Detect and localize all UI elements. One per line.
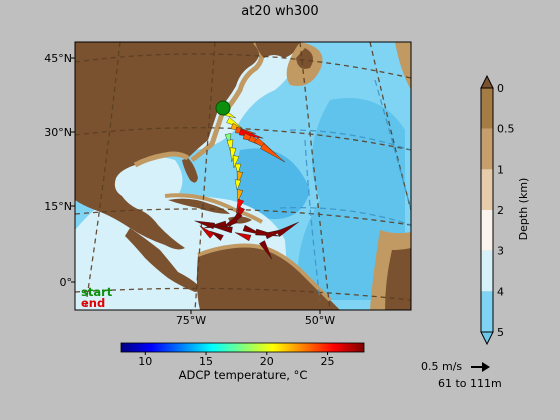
temperature-tick-label: 15 (199, 355, 213, 368)
depth-tick-label: 0 (497, 82, 504, 95)
south-america-land (196, 245, 340, 310)
temperature-colorbar: 10 15 20 25 ADCP temperature, °C (120, 342, 365, 382)
velocity-vector (259, 240, 273, 260)
start-marker (215, 100, 231, 116)
temperature-colorbar-bar (120, 342, 365, 353)
lon-axis: 75°W 50°W (176, 310, 335, 327)
depth-range-label: 61 to 111m (438, 377, 502, 390)
velocity-vector (259, 143, 286, 163)
depth-tick-label: 0.5 (497, 123, 515, 136)
scale-arrow (471, 362, 490, 372)
depth-tick-label: 2 (497, 204, 504, 217)
temperature-ticks: 10 15 20 25 (138, 352, 335, 368)
depth-colorbar-level (481, 291, 493, 332)
depth-colorbar-frame (480, 87, 494, 333)
lon-tick-label: 50°W (305, 314, 335, 327)
gulf-water (110, 156, 183, 204)
florida-land (182, 158, 198, 183)
velocity-vectors (194, 108, 299, 260)
lat-tick-label: 45°N (44, 52, 72, 65)
velocity-vector (234, 179, 242, 191)
depth-colorbar-level (481, 169, 493, 210)
depth-colorbar-extend-bottom (480, 331, 494, 346)
velocity-vector (276, 221, 299, 237)
depth-colorbar-level (481, 128, 493, 170)
north-america-land (75, 42, 260, 250)
depth-tick-label: 1 (497, 163, 504, 176)
map-area (75, 42, 411, 310)
page-title: at20 wh300 (241, 4, 319, 19)
temperature-tick-label: 10 (138, 355, 152, 368)
velocity-vector (236, 189, 244, 202)
depth-tick-label: 4 (497, 285, 504, 298)
legend-start: start (81, 285, 113, 299)
africa-core (385, 248, 411, 310)
depth-colorbar-label: Depth (km) (517, 178, 530, 241)
temperature-tick-label: 25 (321, 355, 335, 368)
velocity-vector (232, 155, 240, 168)
shelf-band-gulf (133, 151, 190, 168)
velocity-vector (229, 147, 237, 163)
lat-axis: 45°N 30°N 15°N 0° (44, 52, 75, 289)
velocity-vector (199, 225, 215, 239)
lon-tick-label: 75°W (176, 314, 206, 327)
depth-tick-label: 5 (497, 326, 504, 339)
depth-colorbar-extend-top (480, 74, 494, 89)
depth-colorbar-level (481, 250, 493, 292)
central-america-land (125, 228, 205, 292)
velocity-vector (234, 163, 242, 175)
cuba-land (168, 198, 230, 214)
depth-colorbar-level (481, 88, 493, 129)
newfoundland-land (296, 48, 314, 69)
graticule-sea (279, 79, 411, 301)
lat-tick-label: 15°N (44, 200, 72, 213)
temperature-colorbar-label: ADCP temperature, °C (179, 368, 308, 382)
shelf-band (190, 42, 265, 162)
antilles-shelf (164, 193, 264, 224)
temperature-tick-label: 20 (260, 355, 274, 368)
map-frame (74, 41, 412, 311)
lat-tick-label: 30°N (44, 126, 72, 139)
greenland-edge (395, 42, 411, 90)
scale-label: 0.5 m/s (421, 360, 463, 373)
depth-colorbar-level (481, 210, 493, 251)
lat-tick-label: 0° (60, 276, 73, 289)
velocity-vector (234, 232, 252, 242)
ocean-deep-patch-2 (236, 148, 310, 220)
depth-colorbar: 0 0.5 1 2 3 4 5 (480, 74, 515, 346)
south-america-shelf (197, 243, 332, 302)
legend-end: end (81, 296, 105, 310)
northeast-land (255, 42, 300, 58)
depth-tick-label: 3 (497, 245, 504, 258)
velocity-vector (212, 226, 233, 234)
velocity-vector (194, 220, 216, 230)
